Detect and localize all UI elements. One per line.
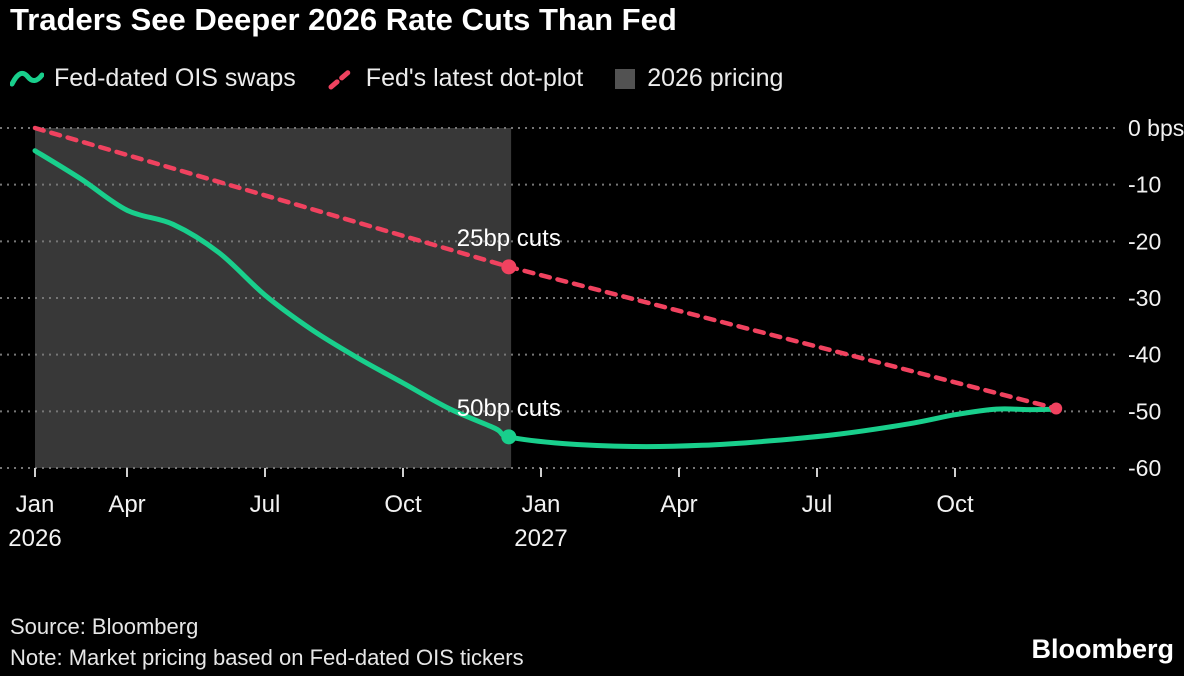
legend-label: Fed's latest dot-plot	[365, 64, 584, 92]
chart-canvas: 0 bps -10 -20 -30 -40 -50 -60 Jan 2026 Apr Jul Oct J…	[0, 115, 1184, 552]
y-axis-label: -50	[1128, 398, 1161, 424]
fed-s-latest-dot-plot-marker-dot	[501, 259, 517, 275]
fed-dated-ois-swaps-marker-dot	[501, 429, 517, 445]
x-axis-label: Jul	[250, 491, 281, 518]
legend-item-fed-dated-ois-swaps: Fed-dated OIS swaps	[10, 64, 296, 93]
x-axis-label: Oct	[936, 491, 974, 518]
fed-s-latest-dot-plot-dash-icon	[328, 67, 354, 89]
y-axis-label: -40	[1128, 342, 1161, 368]
source-text: Source: Bloomberg	[10, 614, 199, 639]
note-text: Note: Market pricing based on Fed-dated …	[10, 645, 524, 670]
annotation-label: 25bp cuts	[457, 225, 561, 252]
x-axis-label: Jul	[802, 491, 833, 518]
y-axis-label: 0 bps	[1128, 118, 1184, 141]
x-axis-label: Jan	[522, 491, 561, 518]
2026-pricing-swatch-icon	[615, 68, 636, 89]
x-axis-label: Jan	[16, 491, 55, 518]
footer: Source: Bloomberg Note: Market pricing b…	[10, 611, 524, 673]
y-axis-label: -20	[1128, 228, 1161, 254]
fed-dated-ois-swaps-line-icon	[10, 70, 44, 86]
chart-area: 0 bps -10 -20 -30 -40 -50 -60 Jan 2026 Apr Jul Oct J…	[0, 115, 1184, 563]
legend: Fed-dated OIS swaps Fed's latest dot-plot…	[10, 64, 783, 93]
x-axis-year-label: 2027	[514, 525, 567, 552]
y-axis-label: -30	[1128, 285, 1161, 311]
bloomberg-logo: Bloomberg	[1031, 634, 1174, 664]
legend-label: 2026 pricing	[647, 64, 784, 92]
y-axis-label: -60	[1128, 455, 1161, 481]
annotation-label: 50bp cuts	[457, 395, 561, 422]
chart-title: Traders See Deeper 2026 Rate Cuts Than F…	[10, 2, 677, 37]
x-axis-label: Apr	[108, 491, 145, 518]
x-axis-year-label: 2026	[8, 525, 61, 552]
legend-item-fed-s-latest-dot-plot: Fed's latest dot-plot	[326, 64, 583, 93]
x-axis-label: Apr	[660, 491, 697, 518]
legend-item-2026-pricing: 2026 pricing	[613, 64, 783, 93]
fed-s-latest-dot-plot-marker-dot	[1050, 402, 1063, 415]
y-axis-label: -10	[1128, 172, 1161, 198]
x-axis-label: Oct	[384, 491, 422, 518]
legend-label: Fed-dated OIS swaps	[54, 64, 296, 92]
